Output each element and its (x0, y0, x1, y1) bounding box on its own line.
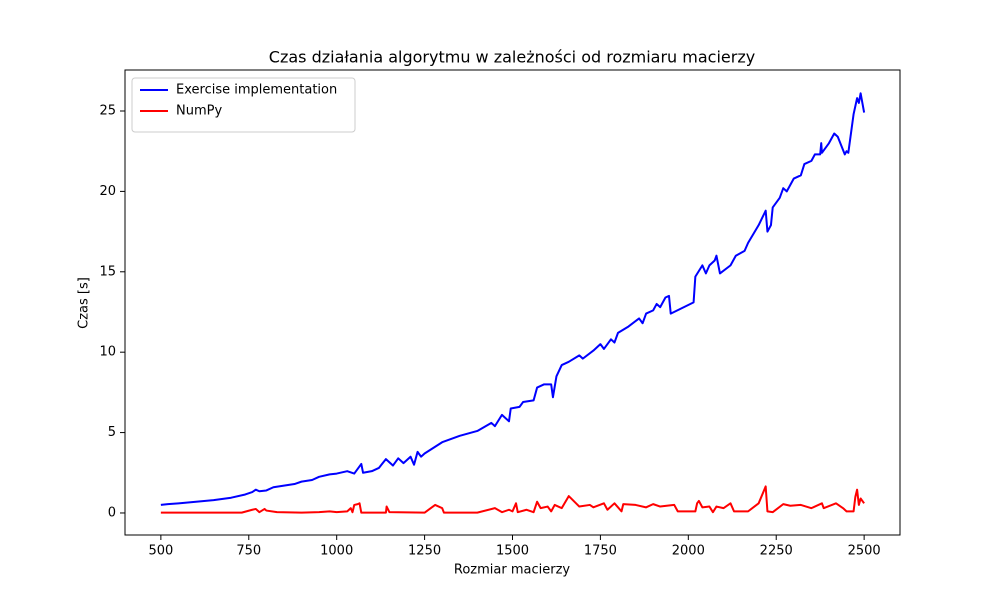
x-tick-label: 2000 (672, 544, 705, 559)
x-tick-label: 1000 (320, 544, 353, 559)
legend-box (131, 77, 356, 133)
x-tick-label: 500 (148, 544, 173, 559)
y-tick-label: 20 (99, 184, 116, 199)
x-tick-label: 750 (236, 544, 261, 559)
y-tick-label: 25 (99, 104, 116, 119)
legend: Exercise implementation NumPy (131, 77, 356, 133)
plot-frame (124, 69, 901, 536)
x-tick-label: 2250 (760, 544, 793, 559)
legend-label: Exercise implementation (176, 83, 337, 98)
x-tick-label: 1750 (584, 544, 617, 559)
x-tick-label: 1250 (408, 544, 441, 559)
y-tick-label: 5 (108, 425, 116, 440)
line-series (160, 485, 865, 514)
chart-title: Czas działania algorytmu w zależności od… (269, 48, 755, 67)
legend-label: NumPy (176, 104, 222, 119)
y-tick-label: 15 (99, 264, 116, 279)
line-series (160, 92, 866, 506)
x-axis-label: Rozmiar macierzy (454, 563, 571, 578)
y-axis-label: Czas [s] (77, 277, 92, 329)
x-tick-label: 2500 (848, 544, 881, 559)
x-tick-label: 1500 (496, 544, 529, 559)
y-tick-label: 10 (99, 345, 116, 360)
y-tick-label: 0 (108, 505, 116, 520)
